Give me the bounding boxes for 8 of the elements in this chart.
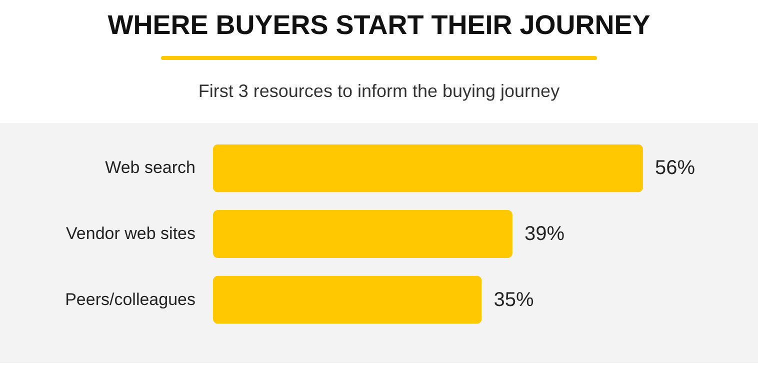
data-label: 56% [655,157,696,180]
data-label: 39% [524,223,565,245]
y-tick-label: Peers/colleagues [65,290,196,309]
chart-subtitle: First 3 resources to inform the buying journey [197,80,561,103]
chart-title: WHERE BUYERS START THEIR JOURNEY [106,9,652,42]
data-label: 35% [494,288,534,311]
y-tick-label: Web search [105,158,196,178]
y-tick-label: Vendor web sites [66,224,196,243]
